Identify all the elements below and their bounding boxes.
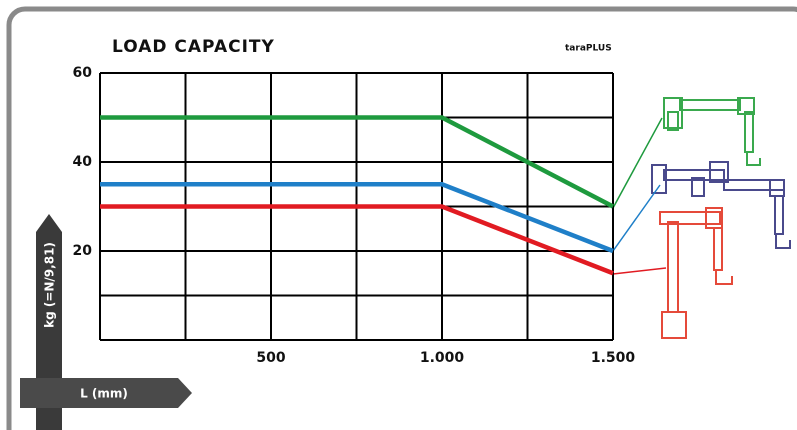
chart-title: LOAD CAPACITY <box>112 37 275 57</box>
chart-subtitle: taraPLUS <box>565 44 612 54</box>
series-line <box>100 115 615 209</box>
series-line <box>100 204 614 276</box>
x-tick-label: 1.000 <box>420 350 465 366</box>
y-tick-label: 40 <box>73 154 93 170</box>
y-axis-label: kg (=N/9,81) <box>43 242 57 328</box>
arm-connectors <box>612 117 667 275</box>
x-axis-arrow <box>20 378 192 408</box>
y-tick-label: 20 <box>73 243 93 259</box>
connector <box>612 184 661 252</box>
y-tick-label: 60 <box>73 65 93 81</box>
connector <box>612 267 667 275</box>
x-tick-label: 1.500 <box>591 350 636 366</box>
y-axis-arrow <box>36 214 62 430</box>
arm-blue <box>651 161 791 249</box>
arm-green <box>663 97 761 166</box>
x-tick-label: 500 <box>256 350 285 366</box>
arm-red <box>659 207 733 339</box>
connector <box>612 117 663 209</box>
frame <box>6 6 797 430</box>
series-line <box>100 182 614 254</box>
x-axis-label: L (mm) <box>80 387 128 401</box>
arm-illustrations <box>651 97 791 339</box>
